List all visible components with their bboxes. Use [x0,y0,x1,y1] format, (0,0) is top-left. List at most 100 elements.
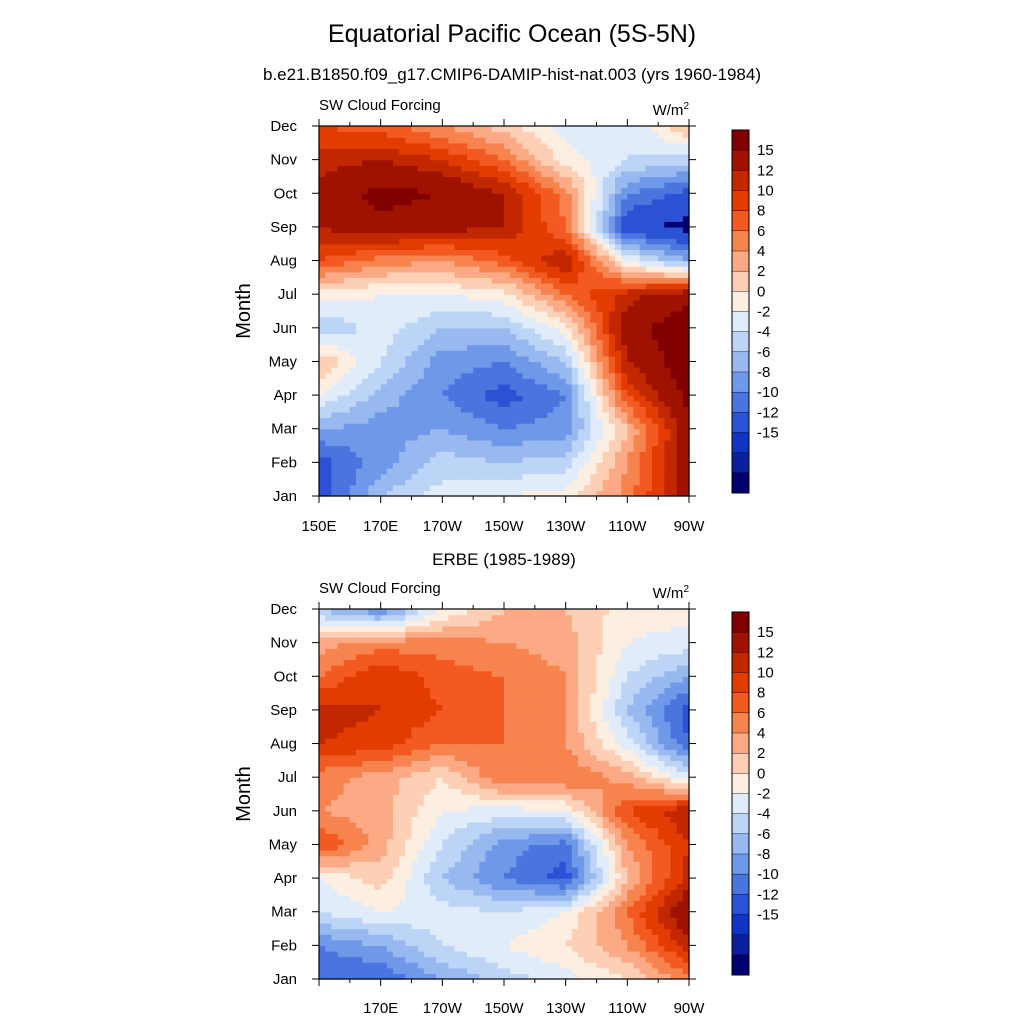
heatmap-cell [645,439,653,447]
heatmap-cell [393,950,400,958]
heatmap-cell [553,423,561,430]
heatmap-cell [491,165,499,172]
heatmap-cell [571,137,579,144]
heatmap-cell [337,327,345,335]
heatmap-cell [491,383,499,391]
heatmap-cell [485,484,493,491]
heatmap-cell [411,962,419,969]
heatmap-cell [454,277,462,284]
heatmap-cell [319,378,326,385]
heatmap-cell [454,154,462,161]
heatmap-cell [436,462,443,469]
heatmap-cell [596,411,604,419]
heatmap-cell [578,406,585,413]
heatmap-cell [454,282,462,290]
heatmap-cell [565,400,573,407]
heatmap-cell [676,378,684,385]
heatmap-cell [627,327,635,335]
heatmap-cell [676,367,684,374]
heatmap-cell [325,221,332,228]
heatmap-cell [658,462,665,469]
heatmap-cell [393,906,400,913]
heatmap-cell [331,254,339,262]
heatmap-cell [423,962,431,969]
heatmap-cell [541,204,548,211]
heatmap-cell [553,894,561,902]
heatmap-cell [633,260,641,267]
heatmap-cell [658,467,665,475]
heatmap-cell [337,967,345,974]
heatmap-cell [676,204,684,211]
heatmap-cell [510,928,517,935]
heatmap-cell [676,176,684,183]
heatmap-cell [553,299,561,306]
heatmap-cell [590,417,598,424]
heatmap-cell [528,967,536,974]
heatmap-cell [325,339,332,346]
heatmap-cell [405,249,413,256]
heatmap-cell [615,282,622,290]
heatmap-cell [578,950,585,958]
heatmap-cell [559,479,567,486]
heatmap-cell [349,350,357,357]
heatmap-cell [380,400,388,407]
heatmap-cell [670,198,678,206]
heatmap-cell [460,266,468,273]
heatmap-cell [368,182,376,189]
heatmap-cell [325,350,332,357]
heatmap-cell [473,271,480,278]
heatmap-cell [399,367,406,374]
heatmap-cell [325,282,332,290]
heatmap-cell [423,339,431,346]
heatmap-cell [510,176,517,183]
heatmap-cell [571,238,579,245]
heatmap-cell [411,311,419,318]
heatmap-cell [534,367,542,374]
heatmap-cell [571,126,579,133]
heatmap-cell [522,467,530,475]
heatmap-cell [325,204,332,211]
heatmap-cell [645,339,653,346]
heatmap-cell [362,327,369,335]
heatmap-cell [368,159,376,166]
heatmap-cell [633,299,641,306]
heatmap-cell [485,417,493,424]
heatmap-cell [473,182,480,189]
heatmap-cell [356,945,363,952]
heatmap-cell [534,215,542,222]
heatmap-cell [497,378,505,385]
heatmap-cell [380,906,388,913]
heatmap-cell [399,322,406,329]
heatmap-cell [633,378,641,385]
heatmap-cell [479,451,487,458]
heatmap-cell [658,311,665,318]
heatmap-cell [608,339,616,346]
heatmap-cell [658,204,665,211]
heatmap-cell [645,226,653,234]
heatmap-cell [621,316,628,323]
heatmap-cell [596,238,604,245]
heatmap-cell [608,243,616,250]
heatmap-cell [571,243,579,250]
heatmap-cell [436,344,443,351]
heatmap-cell [331,973,339,980]
heatmap-cell [522,372,530,379]
heatmap-cell [608,439,616,447]
heatmap-cell [411,182,419,189]
heatmap-cell [349,400,357,407]
heatmap-cell [430,204,437,211]
heatmap-cell [541,479,548,486]
heatmap-cell [491,423,499,430]
heatmap-cell [565,411,573,419]
heatmap-cell [473,467,480,475]
heatmap-cell [645,277,653,284]
heatmap-cell [652,221,659,228]
heatmap-cell [448,249,456,256]
heatmap-cell [349,271,357,278]
heatmap-cell [571,906,579,913]
heatmap-cell [645,400,653,407]
heatmap-cell [442,456,450,463]
heatmap-cell [565,339,573,346]
heatmap-cell [368,187,376,194]
page-title: Equatorial Pacific Ocean (5S-5N) [327,20,697,48]
